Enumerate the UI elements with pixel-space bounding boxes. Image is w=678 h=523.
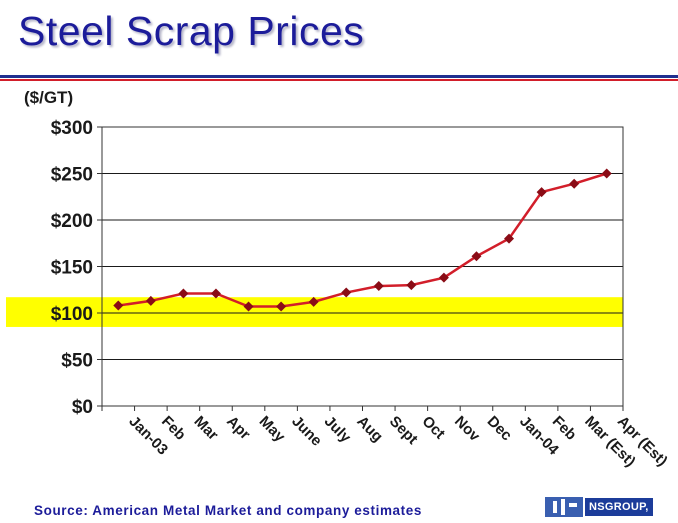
data-point	[373, 281, 384, 292]
data-point	[569, 178, 580, 189]
data-point	[471, 251, 482, 262]
y-axis-unit-label: ($/GT)	[24, 88, 74, 107]
data-point	[276, 301, 287, 312]
y-axis-ticks: $0 $50 $100 $150 $200 $250 $300	[51, 118, 102, 418]
data-point	[601, 168, 612, 179]
y-tick-label: $300	[51, 118, 93, 139]
chart-title: Steel Scrap Prices	[18, 8, 365, 54]
x-tick-label: Oct	[419, 413, 449, 443]
data-point	[438, 272, 449, 283]
data-point	[406, 280, 417, 291]
data-point	[504, 233, 515, 244]
logo-text: NSGROUP,	[585, 498, 653, 516]
title-rule-red	[0, 79, 678, 81]
x-tick-label: Mar	[191, 413, 222, 444]
data-point	[113, 300, 124, 311]
y-tick-label: $250	[51, 165, 93, 186]
x-tick-label: Nov	[451, 413, 484, 446]
data-point	[243, 301, 254, 312]
x-tick-label: Apr	[223, 413, 253, 443]
data-point	[145, 295, 156, 306]
x-tick-label: May	[256, 413, 289, 446]
data-point	[308, 296, 319, 307]
x-tick-label: Aug	[353, 413, 386, 446]
source-note: Source: American Metal Market and compan…	[34, 503, 422, 518]
x-tick-label: June	[288, 413, 325, 450]
logo-mark	[545, 497, 583, 517]
x-tick-label: July	[321, 413, 355, 447]
y-tick-label: $50	[61, 351, 93, 372]
data-point	[536, 187, 547, 198]
x-tick-label: Sept	[386, 413, 421, 448]
data-markers	[113, 168, 612, 312]
y-tick-label: $0	[72, 397, 93, 418]
y-tick-label: $150	[51, 258, 93, 279]
data-point	[178, 288, 189, 299]
data-point	[341, 287, 352, 298]
y-tick-label: $200	[51, 211, 93, 232]
gridlines	[102, 173, 623, 360]
data-point	[210, 288, 221, 299]
x-tick-label: Dec	[484, 413, 515, 444]
title-rule-blue	[0, 75, 678, 78]
series-line	[118, 172, 608, 308]
company-logo: NSGROUP,	[545, 495, 675, 519]
y-tick-label: $100	[51, 304, 93, 325]
